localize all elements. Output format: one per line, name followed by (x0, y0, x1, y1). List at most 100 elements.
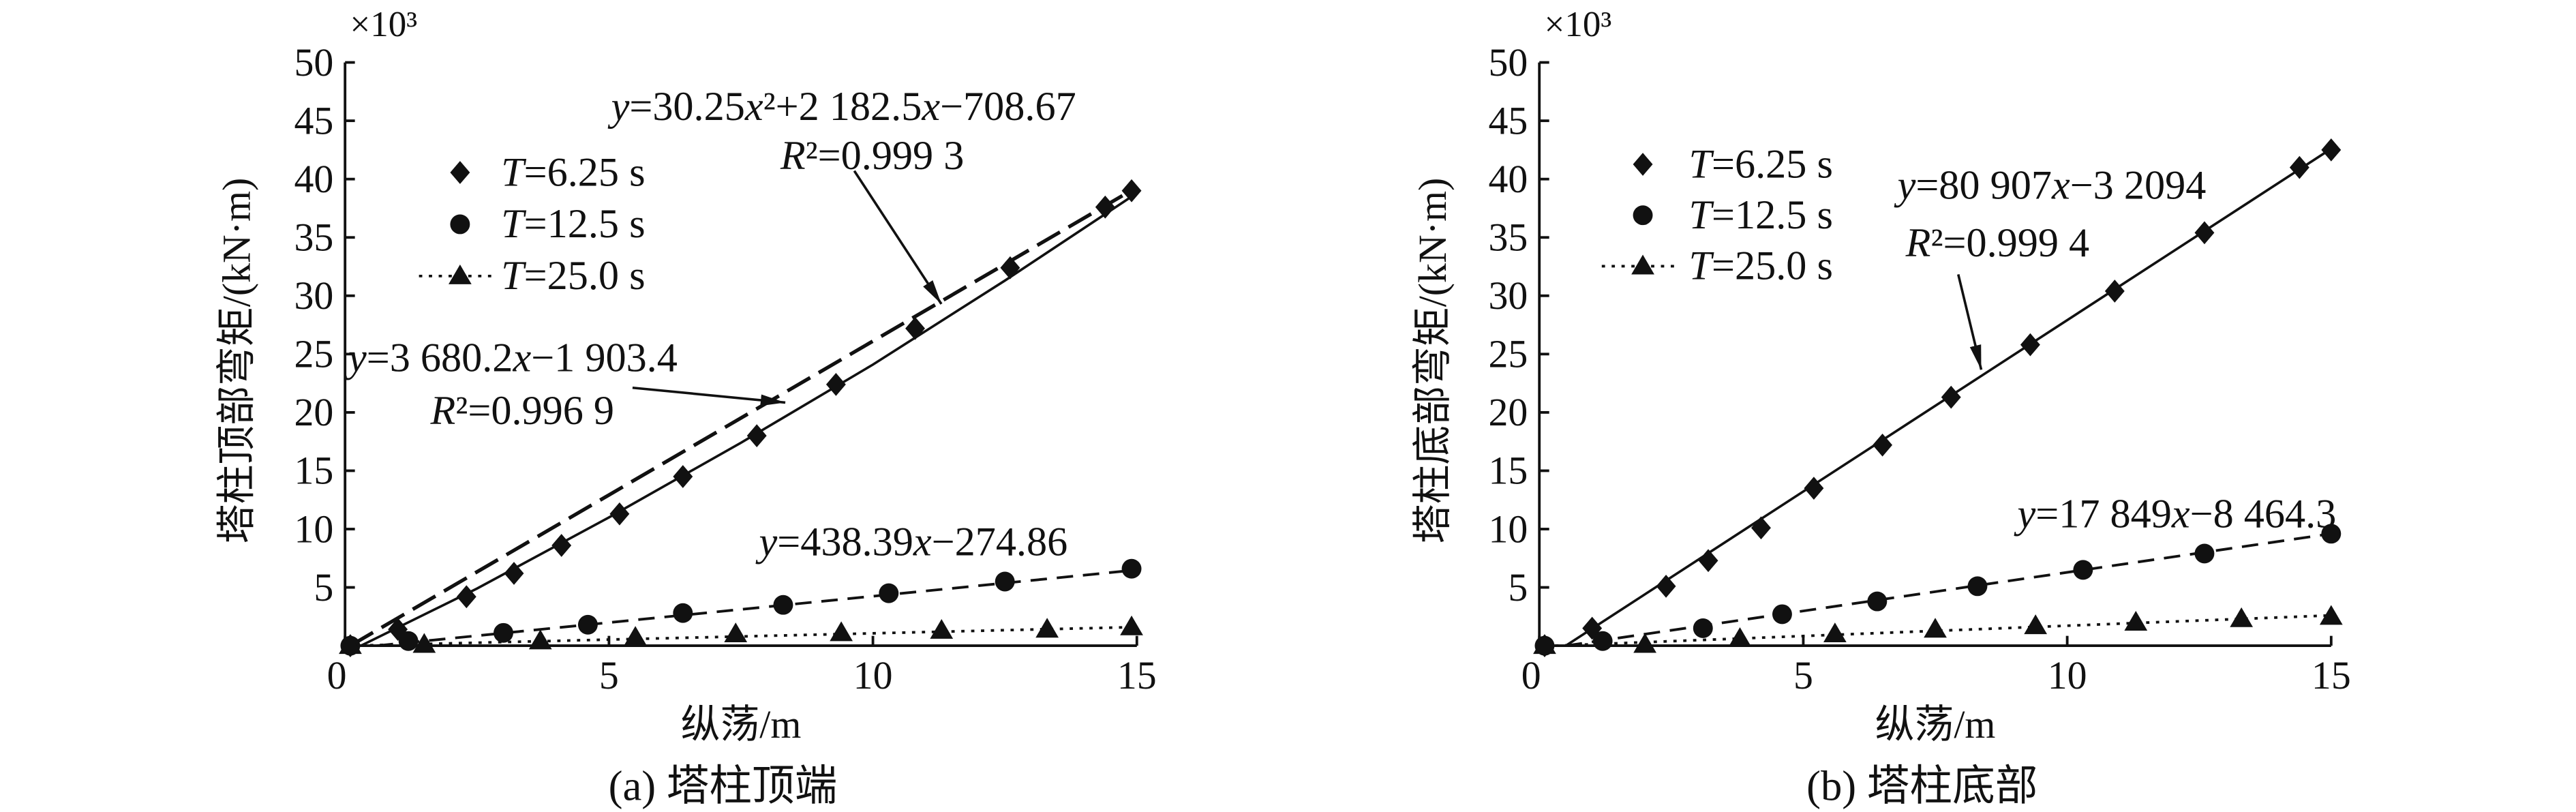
chart-b-series-1-point-8 (1941, 385, 1961, 409)
chart-b-series-2-point-6 (1967, 576, 1988, 597)
chart-b-legend-marker-1 (1633, 153, 1653, 176)
chart-b-legend: T=6.25 s T=12.5 s T=25.0 s (1601, 141, 1833, 289)
chart-a-series-1-point-12 (1095, 195, 1115, 219)
chart-b-y-tick-label-3: 15 (1489, 449, 1528, 493)
chart-a-series-1-point-10 (905, 316, 925, 340)
chart-b-series-3-point-1 (1533, 634, 1556, 655)
chart-b-series-2-point-5 (1867, 591, 1888, 612)
chart-a-legend-label-1: T=6.25 s (501, 149, 645, 195)
chart-a-series-3-point-2 (412, 633, 436, 653)
chart-b-caption: (b) 塔柱底部 (1806, 762, 2037, 810)
chart-a-series-1-point-9 (825, 372, 846, 396)
chart-b-legend-label-2: T=12.5 s (1689, 192, 1833, 238)
chart-b-legend-marker-2 (1633, 205, 1653, 226)
chart-a-series-2-point-9 (1121, 558, 1142, 579)
chart-a-x-tick-label-3: 10 (853, 653, 893, 697)
chart-a-legend-label-3: T=25.0 s (501, 253, 645, 299)
chart-b-y-tick-label-8: 40 (1489, 157, 1528, 201)
chart-a-annotation-arrow-2 (632, 386, 786, 406)
chart-a-legend-label-2: T=12.5 s (501, 201, 645, 247)
chart-b: 5 10 15 20 25 30 35 40 45 50 0 5 10 15 ×10³ 塔柱底部弯矩/(kN·… (1410, 5, 2351, 810)
chart-b-series-3-point-4 (1823, 622, 1847, 643)
chart-b-series-2-point-9 (2321, 524, 2342, 544)
chart-b-series-2-point-4 (1772, 604, 1792, 625)
chart-b-series-1-point-4 (1698, 549, 1718, 573)
chart-b-annotation-arrow-1 (1957, 274, 1983, 370)
chart-a-y-tick-label-2: 10 (294, 507, 333, 551)
chart-b-x-tick-label-3: 10 (2048, 653, 2087, 697)
chart-a-y-tick-label-4: 20 (294, 390, 333, 434)
chart-a-fit-line-4 (350, 625, 1137, 648)
chart-a-y-tick-label-3: 15 (294, 449, 333, 493)
chart-a-series-2-point-8 (995, 571, 1015, 592)
chart-a-y-tick-label-5: 25 (294, 332, 333, 376)
chart-b-y-tick-label-9: 45 (1489, 98, 1528, 142)
chart-b-x-tick-label-2: 5 (1793, 653, 1813, 697)
chart-a-annotation-arrow-1 (853, 170, 943, 305)
chart-b-series-2-point-3 (1693, 618, 1713, 638)
chart-b-series-3-point-8 (2230, 607, 2254, 627)
chart-a-series-3-point-6 (830, 621, 853, 642)
chart-a: 5 10 15 20 25 30 35 40 45 50 0 5 10 15 ×10³ 塔柱顶部弯矩/(kN·… (214, 5, 1156, 810)
chart-b-x-axis-label: 纵荡/m (1875, 702, 1996, 747)
chart-b-y-tick-label-1: 5 (1508, 565, 1528, 610)
chart-a-legend-marker-2 (450, 214, 470, 235)
chart-a-series-1-point-3 (456, 585, 476, 609)
chart-b-x-tick-label-4: 15 (2312, 653, 2351, 697)
chart-b-series-3 (1533, 605, 2343, 655)
chart-b-series-1 (1534, 138, 2342, 657)
chart-b-series-1-point-5 (1751, 516, 1771, 540)
chart-b-y-tick-label-10: 50 (1489, 40, 1528, 85)
chart-a-caption: (a) 塔柱顶端 (609, 762, 838, 810)
chart-a-y-tick-label-6: 30 (294, 273, 333, 318)
chart-a-series-1-point-7 (673, 465, 693, 488)
chart-b-series-1-point-12 (2289, 155, 2309, 179)
chart-b-legend-label-1: T=6.25 s (1689, 141, 1833, 187)
chart-a-annotation-4: R²=0.996 9 (430, 388, 615, 434)
chart-b-series-3-point-7 (2124, 611, 2148, 631)
chart-a-annotation-1: y=30.25x²+2 182.5x−708.67 (607, 84, 1076, 130)
chart-b-legend-label-3: T=25.0 s (1689, 243, 1833, 289)
chart-a-y-tick-label-8: 40 (294, 157, 333, 201)
chart-a-series-2-point-2 (398, 631, 419, 651)
chart-a-y-tick-label-7: 35 (294, 215, 333, 260)
chart-b-legend-marker-3 (1631, 254, 1654, 275)
chart-b-fit-line-2 (1565, 532, 2332, 648)
chart-a-series-2-point-6 (773, 595, 793, 615)
chart-b-x-tick-label-1: 0 (1521, 653, 1541, 697)
chart-a-y-tick-label-1: 5 (314, 565, 333, 610)
chart-a-series-3-point-4 (624, 626, 647, 646)
chart-a-series-2-point-4 (577, 614, 598, 635)
chart-b-annotation-3: y=17 849x−8 464.3 (2014, 492, 2337, 537)
chart-a-series-3-point-7 (930, 618, 954, 639)
chart-b-y-tick-label-7: 35 (1489, 215, 1528, 260)
chart-a-annotation-5: y=438.39x−274.86 (755, 520, 1067, 565)
chart-a-y-scale-label: ×10³ (350, 5, 417, 44)
chart-b-annotation-1: y=80 907x−3 2094 (1894, 163, 2207, 209)
chart-b-series-1-point-9 (2020, 333, 2040, 357)
chart-b-series-3-point-9 (2319, 605, 2343, 625)
chart-b-series-2-point-7 (2073, 560, 2093, 580)
chart-a-x-axis-label: 纵荡/m (681, 702, 802, 747)
chart-b-series-2-point-8 (2194, 543, 2215, 564)
chart-a-series-2 (340, 558, 1142, 656)
chart-a-series-3-point-3 (528, 629, 552, 650)
chart-a-legend-marker-1 (450, 161, 470, 184)
chart-a-y-tick-label-10: 50 (294, 40, 333, 85)
chart-a-series-3-point-5 (724, 622, 748, 643)
chart-b-y-scale-label: ×10³ (1544, 5, 1611, 44)
chart-b-series-1-point-3 (1656, 574, 1676, 598)
chart-b-y-tick-label-2: 10 (1489, 507, 1528, 551)
chart-b-y-tick-label-6: 30 (1489, 273, 1528, 318)
chart-a-series-2-point-7 (879, 583, 899, 603)
chart-a-series-3-point-9 (1120, 615, 1143, 635)
chart-a-series-1-point-13 (1121, 179, 1142, 202)
chart-b-series-3-point-6 (2024, 614, 2048, 635)
chart-a-annotation-2: R²=0.999 3 (780, 133, 965, 179)
chart-a-fit-line-2 (349, 185, 1138, 648)
chart-a-x-tick-label-1: 0 (327, 653, 347, 697)
chart-b-annotation-2: R²=0.999 4 (1905, 220, 2090, 266)
chart-a-y-axis-label: 塔柱顶部弯矩/(kN·m) (214, 178, 258, 543)
chart-a-series-3 (339, 615, 1143, 655)
chart-a-legend: T=6.25 s T=12.5 s T=25.0 s (419, 149, 646, 299)
